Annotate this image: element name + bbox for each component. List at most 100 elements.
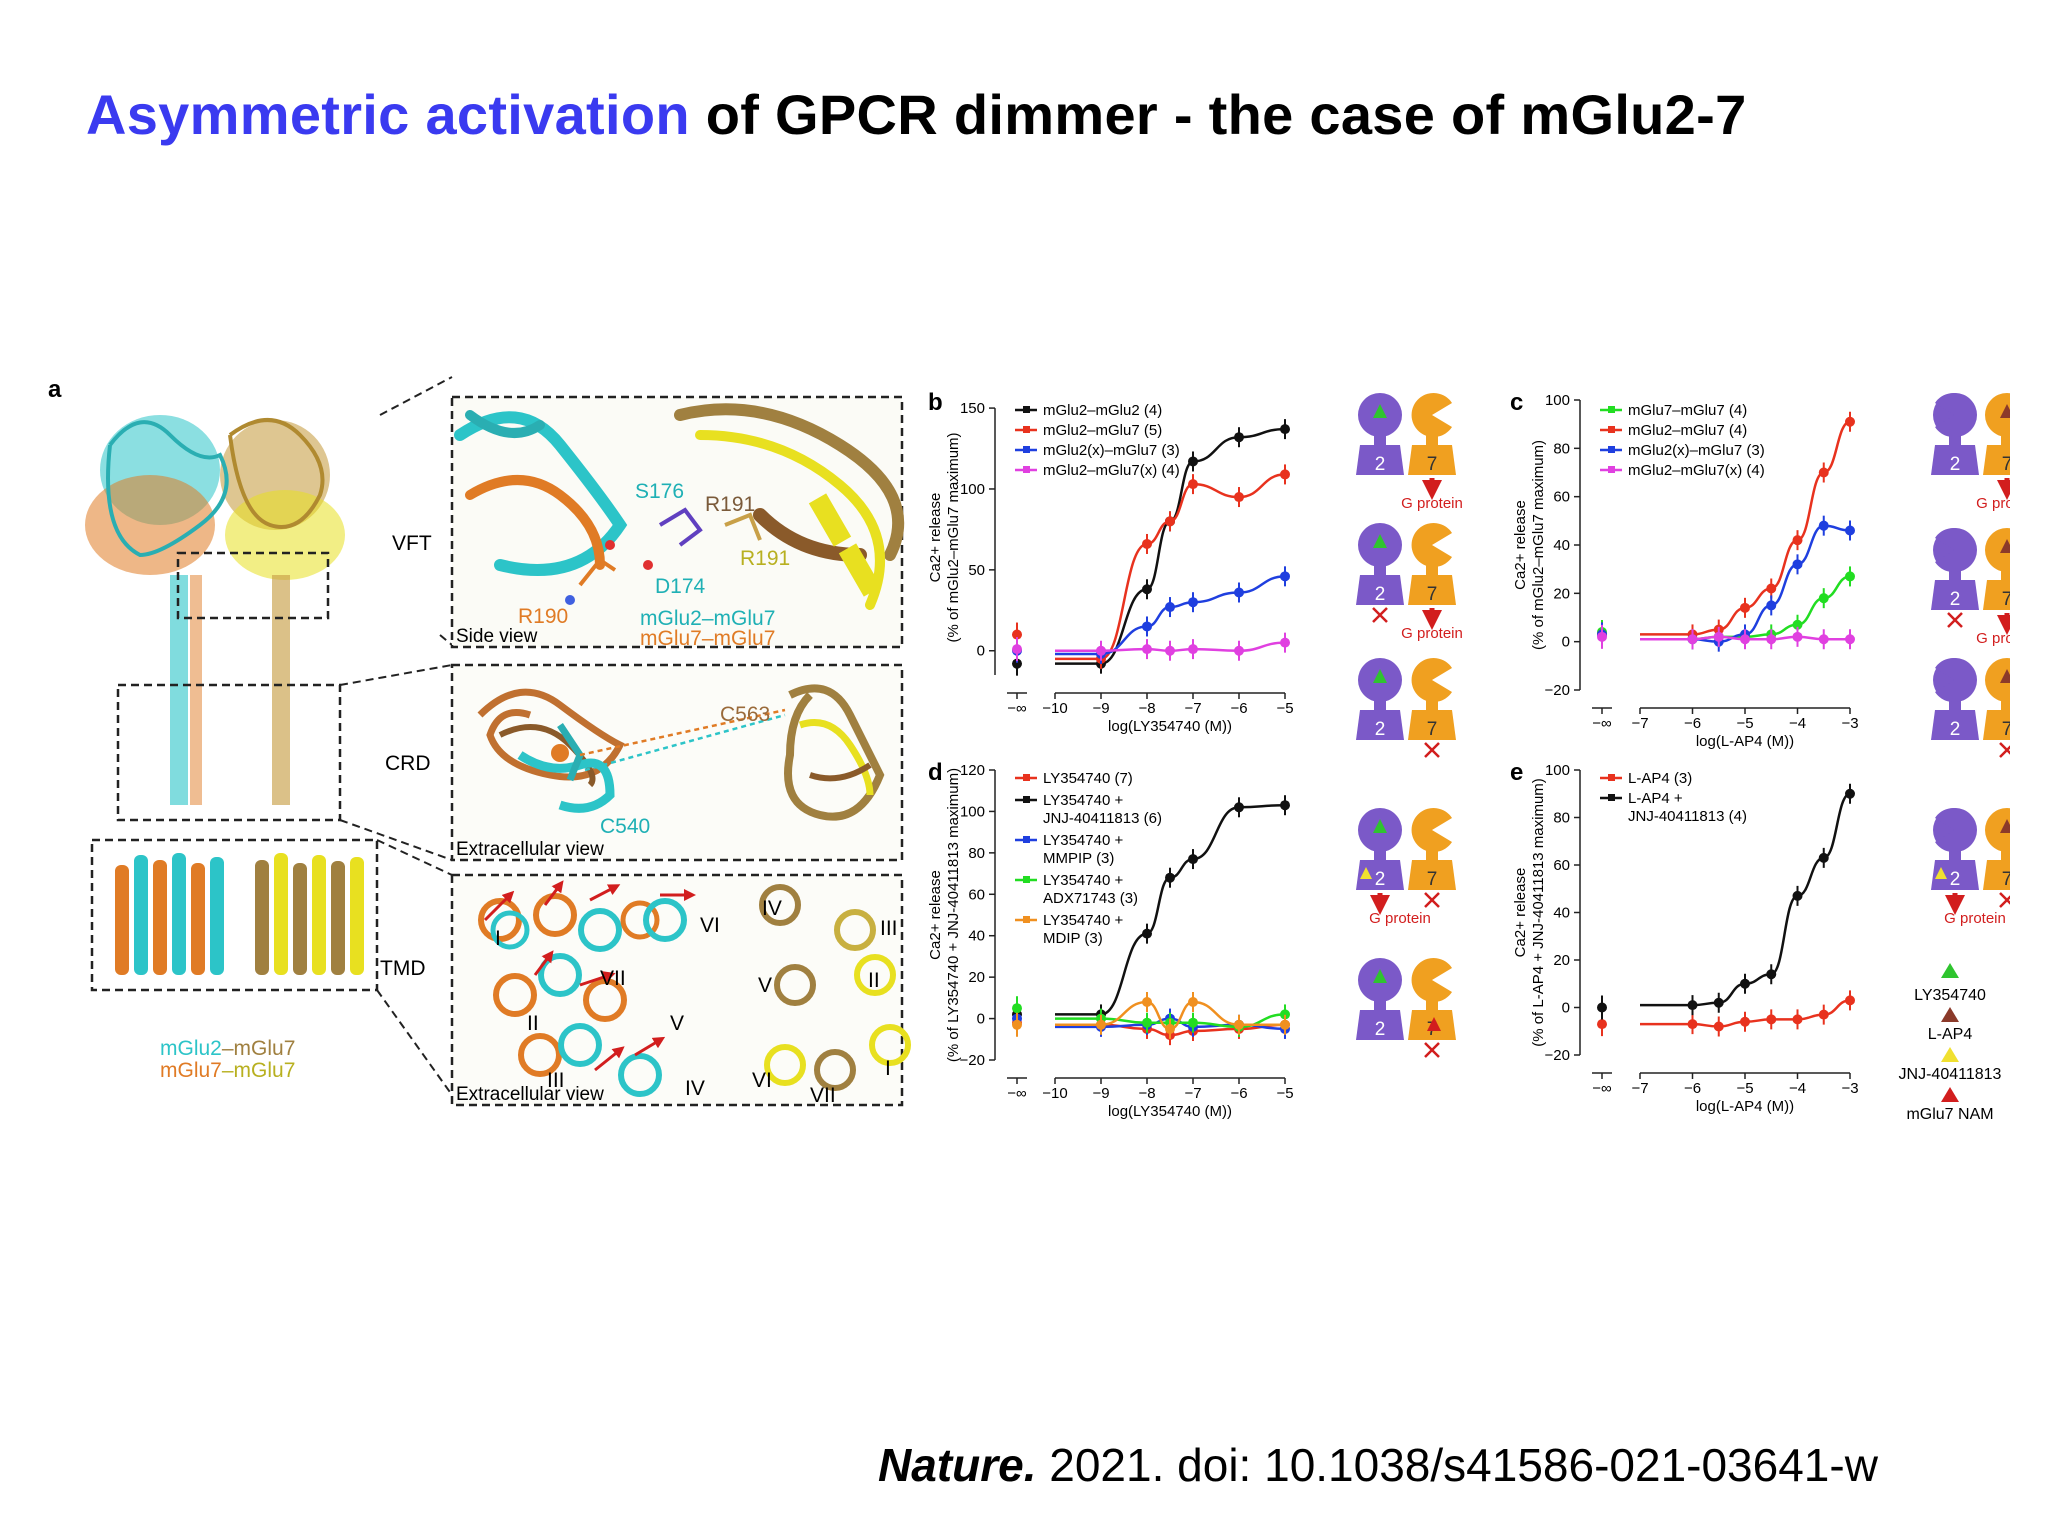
legend-label: JNJ-40411813 (4)	[1628, 808, 1747, 825]
series-0	[1012, 1010, 1290, 1046]
data-point	[1818, 520, 1829, 531]
legend: LY354740 (7)LY354740 +JNJ-40411813 (6)LY…	[1015, 770, 1162, 947]
helix-left-iii: III	[547, 1069, 565, 1092]
ligand-icon	[1373, 404, 1387, 418]
helix-right-i: I	[885, 1057, 891, 1080]
ligand-icon	[1373, 534, 1387, 548]
receptor-schematic: 2 7 G protein	[1931, 528, 2010, 647]
data-point	[1792, 1014, 1803, 1025]
helix-right-iii: III	[880, 917, 898, 940]
mglu7-vft	[1411, 523, 1452, 567]
data-point	[1142, 538, 1152, 549]
subunit-7-label: 7	[1427, 869, 1438, 890]
data-point	[1766, 969, 1777, 980]
ligand-legend: LY354740 L-AP4 JNJ-40411813 mGlu7 NAM	[1899, 963, 2002, 1123]
legend-marker	[1608, 794, 1615, 801]
legend-label: mGlu2–mGlu7 (5)	[1043, 422, 1162, 439]
data-point	[1792, 535, 1803, 546]
y-tick-label: 0	[977, 643, 985, 660]
mglu7-vft	[1985, 808, 2010, 852]
mglu2-stalk	[1374, 1000, 1386, 1010]
helix-left-iv: IV	[685, 1077, 705, 1100]
data-point	[1818, 852, 1829, 863]
slide-title: Asymmetric activation of GPCR dimmer - t…	[86, 82, 1747, 147]
x-tick-label: −∞	[1592, 715, 1612, 732]
y-tick-label: 40	[1553, 905, 1570, 922]
legend-marker	[1023, 876, 1030, 883]
mglu2-stalk	[1949, 435, 1961, 445]
legend-label: mGlu2–mGlu2 (4)	[1043, 402, 1162, 419]
y-tick-label: 20	[1553, 952, 1570, 969]
mglu7-vft	[1411, 393, 1452, 437]
mglu7-tmd	[1408, 575, 1456, 605]
svg-text:mGlu2–mGlu7: mGlu2–mGlu7	[160, 1037, 295, 1060]
data-point	[1234, 492, 1244, 503]
legend-ly354740: LY354740	[1914, 987, 1986, 1004]
helix-left-v: V	[670, 1012, 684, 1035]
y-tick-label: 60	[1553, 857, 1570, 874]
x-tick-label: −7	[1631, 715, 1648, 732]
data-point	[1012, 1019, 1022, 1030]
data-point	[1280, 571, 1290, 582]
block-x-icon	[1424, 892, 1440, 908]
subunit-2-label: 2	[1375, 719, 1386, 740]
x-tick-label: −9	[1092, 700, 1109, 717]
chart-b: b 0 50 100 150 Ca2+ release (% of mGlu2–mGlu7 …	[927, 389, 1294, 735]
legend-marker	[1608, 774, 1615, 781]
mglu7-tmd	[1408, 710, 1456, 740]
data-point	[1713, 997, 1724, 1008]
x-tick-label: −5	[1736, 715, 1753, 732]
x-tick-label: −7	[1184, 1085, 1201, 1102]
mglu7-stalk	[1426, 1000, 1438, 1010]
movement-arrows	[483, 880, 696, 1072]
series-1	[1012, 795, 1290, 1027]
mglu7-tmd	[1408, 445, 1456, 475]
x-tick-label: −10	[1042, 700, 1067, 717]
y-tick-label: 100	[1545, 762, 1570, 779]
y-tick-label: 120	[960, 762, 985, 779]
data-point	[1845, 525, 1855, 536]
data-point	[1096, 1019, 1106, 1030]
tmd-helices-left	[115, 853, 224, 975]
receptor-schematic: 2 7 G protein	[1931, 808, 2010, 927]
ligand-icon	[1360, 867, 1372, 879]
y-axis-label-2: (% of mGlu2–mGlu7 maximum)	[945, 432, 962, 642]
x-tick-label: −3	[1841, 715, 1858, 732]
label-c540: C540	[600, 815, 650, 838]
mglu2-stalk	[1374, 700, 1386, 710]
data-point	[1165, 645, 1175, 656]
legend: L-AP4 (3) L-AP4 +JNJ-40411813 (4)	[1600, 770, 1747, 825]
subunit-7-label: 7	[2002, 719, 2010, 740]
block-x-icon	[1999, 742, 2010, 758]
mglu2-tmd	[1356, 575, 1404, 605]
data-point	[1096, 645, 1106, 656]
data-point	[1766, 1014, 1777, 1025]
data-point	[1280, 1009, 1290, 1020]
chart-d: d −20 0 20 40 60 80 100 120 Ca2+ release (% of LY3…	[927, 759, 1294, 1120]
data-point	[1687, 634, 1698, 645]
data-point	[1597, 1019, 1607, 1030]
legend-label: L-AP4 +	[1628, 790, 1683, 807]
mglu7-vft	[1411, 658, 1452, 702]
label-crd-view: Extracellular view	[456, 839, 604, 860]
legend-marker	[1023, 426, 1030, 433]
mglu7-stalk	[1426, 700, 1438, 710]
series-2	[1597, 515, 1855, 652]
legend-nam: mGlu7 NAM	[1906, 1106, 1993, 1123]
x-tick-label: −6	[1684, 715, 1701, 732]
mglu7-vft	[1985, 528, 2010, 572]
series-2	[1012, 566, 1290, 664]
tmd-right-helix-rings	[759, 884, 911, 1091]
subunit-2-label: 2	[1375, 454, 1386, 475]
subunit-7-label: 7	[2002, 589, 2010, 610]
tmd-zoom: I VII VI II V III IV IV III V II VI VII …	[450, 873, 911, 1107]
mglu2-stalk	[1374, 850, 1386, 860]
receptor-schematic: 2 7 G protein	[1356, 523, 1463, 642]
x-tick-label: −7	[1184, 700, 1201, 717]
data-point	[1845, 571, 1855, 582]
legend-lap4: L-AP4	[1928, 1026, 1973, 1043]
legend-label: LY354740 +	[1043, 912, 1123, 929]
region-label-crd: CRD	[385, 752, 431, 775]
